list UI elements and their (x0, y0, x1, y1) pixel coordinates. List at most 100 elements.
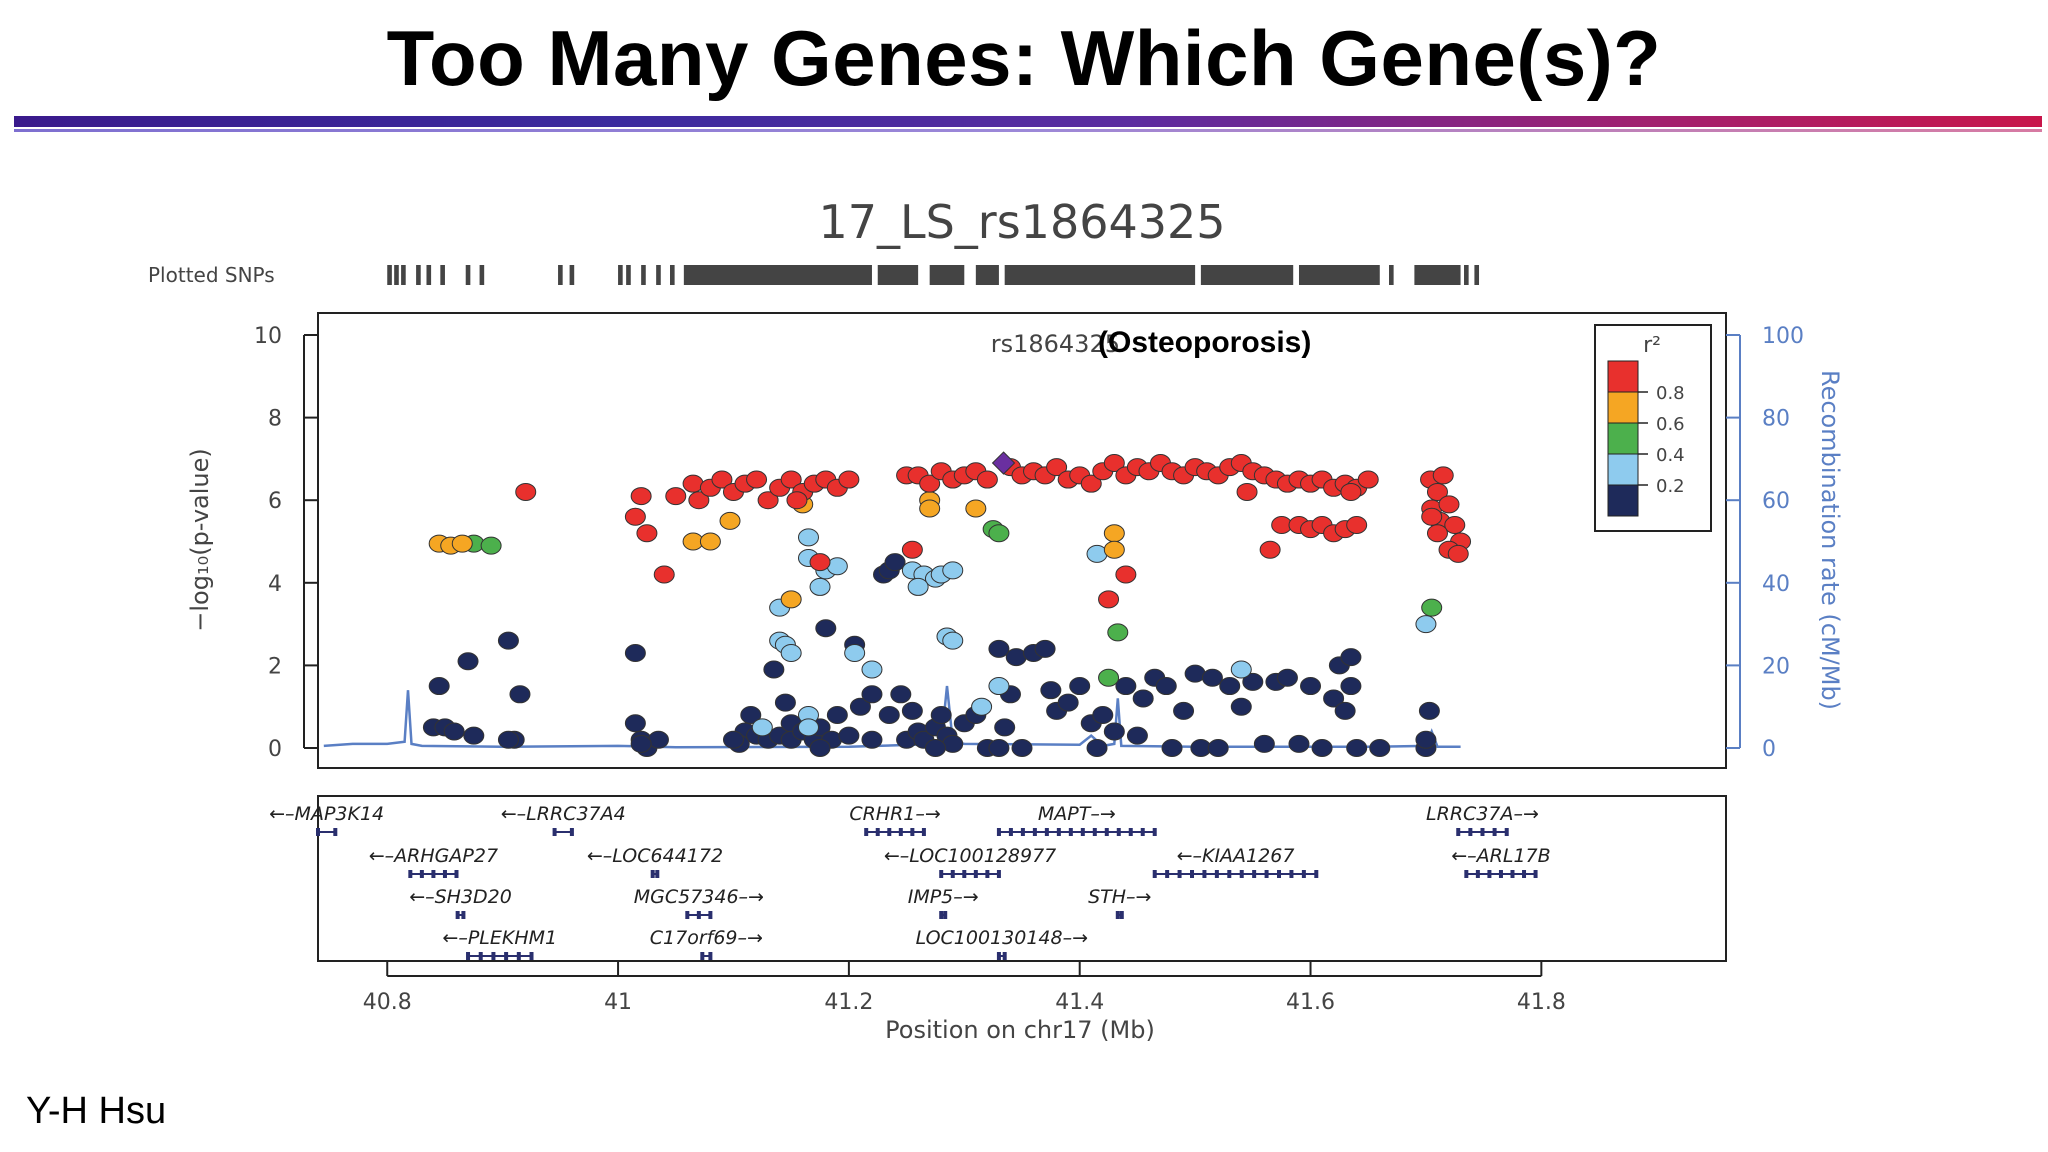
gene-label: ←–LRRC37A4 (501, 803, 626, 825)
snp-point (815, 619, 837, 638)
gene-exon (685, 911, 690, 919)
snp-point (746, 470, 768, 489)
gene-exon (552, 828, 557, 836)
snp-point (1418, 701, 1440, 720)
snp-point (1334, 701, 1356, 720)
snp-point (1057, 693, 1079, 712)
plot-frame (317, 312, 1727, 769)
gene-exon (996, 870, 1001, 878)
snp-point (826, 557, 848, 576)
gene-sth: STH–→ (1088, 886, 1151, 919)
y-tick-label: 6 (268, 489, 282, 514)
snp-rug-mark (683, 265, 872, 285)
snp-point (1230, 697, 1252, 716)
gene-exon (1487, 870, 1492, 878)
snp-point (1034, 639, 1056, 658)
gene-exon (1277, 870, 1282, 878)
gene-label: STH–→ (1088, 886, 1151, 908)
y-tick-label: 8 (268, 407, 282, 432)
gene-exon (504, 952, 509, 960)
gene-exon (996, 952, 1001, 960)
gene-exon (442, 870, 447, 878)
snp-point (965, 499, 987, 518)
snp-point (624, 714, 646, 733)
gene-exon (1068, 828, 1073, 836)
snp-point (1242, 672, 1264, 691)
snp-point (1259, 540, 1281, 559)
gene-exon (1190, 870, 1195, 878)
snp-point (780, 470, 802, 489)
gene-exon (431, 870, 436, 878)
gene-label: MAPT–→ (1038, 803, 1116, 825)
slide-title: Too Many Genes: Which Gene(s)? (386, 14, 1662, 102)
snp-point (988, 639, 1010, 658)
gene-exon (1002, 952, 1007, 960)
gene-exon (950, 870, 955, 878)
snp-point (699, 532, 721, 551)
snp-rug-mark (1464, 265, 1469, 285)
gene-exon (1456, 828, 1461, 836)
snp-point (1080, 474, 1102, 493)
snp-point (1103, 524, 1125, 543)
snp-rug-mark (975, 265, 999, 285)
gene-exon (419, 870, 424, 878)
snp-point (1086, 544, 1108, 563)
gene-track: ←–MAP3K14 ←–LRRC37A4 CRHR1–→ MAPT–→ LRRC37A–… (269, 803, 1551, 960)
gene-crhr1: CRHR1–→ (849, 803, 941, 836)
legend-swatch (1607, 360, 1639, 393)
gene-exon (1264, 870, 1269, 878)
snp-point (1288, 734, 1310, 753)
x-tick-label: 41.6 (1286, 990, 1335, 1015)
gene-lrrc37a: LRRC37A–→ (1426, 803, 1539, 836)
snp-point (682, 474, 704, 493)
gene-exon (1140, 828, 1145, 836)
gene-exon (696, 911, 701, 919)
snp-point (1126, 726, 1148, 745)
snp-rug-mark (465, 265, 471, 285)
gene-exon (1498, 870, 1503, 878)
snp-point (665, 487, 687, 506)
snp-point (1011, 739, 1033, 757)
gene-exon (1492, 828, 1497, 836)
snp-point (1098, 590, 1120, 609)
snp-rug-mark (1474, 265, 1480, 285)
snp-point (1323, 689, 1345, 708)
gene-exon (1289, 870, 1294, 878)
gene-loc100128977: ←–LOC100128977 (884, 845, 1056, 878)
snp-point (976, 470, 998, 489)
gene-exon (1020, 828, 1025, 836)
gene-track-frame (317, 795, 1727, 962)
gene-exon (516, 952, 521, 960)
snp-rug-mark (1414, 265, 1461, 285)
legend: r² 0.8 0.6 0.4 0.2 (1594, 324, 1712, 532)
y-tick-label: 0 (268, 737, 282, 762)
snp-point (647, 730, 669, 749)
gene-map3k14: ←–MAP3K14 (269, 803, 384, 836)
gene-label: ←–LOC100128977 (884, 845, 1056, 867)
gene-loc100130148: LOC100130148–→ (916, 927, 1088, 960)
snp-point (451, 534, 473, 553)
snp-point (901, 701, 923, 720)
gene-exon (1475, 870, 1480, 878)
gene-lrrc37a4: ←–LRRC37A4 (501, 803, 626, 836)
snp-rug-mark (618, 265, 623, 285)
gene-label: CRHR1–→ (849, 803, 940, 825)
gene-label: ←–MAP3K14 (269, 803, 384, 825)
snp-point (463, 726, 485, 745)
gene-exon (1510, 870, 1515, 878)
snp-point (1340, 648, 1362, 667)
snp-point (1236, 482, 1258, 501)
plotted-snps-label: Plotted SNPs (148, 263, 275, 287)
gene-exon (1522, 870, 1527, 878)
snp-point (809, 577, 831, 596)
snp-point (1107, 623, 1129, 642)
gene-exon (1080, 828, 1085, 836)
gene-exon (454, 870, 459, 878)
y2-tick-label: 0 (1762, 737, 1776, 762)
legend-swatch (1607, 453, 1639, 486)
snp-rug-mark (1004, 265, 1196, 285)
gene-exon (864, 828, 869, 836)
gene-exon (1239, 870, 1244, 878)
gene-exon (1202, 870, 1207, 878)
legend-swatch (1607, 422, 1639, 455)
